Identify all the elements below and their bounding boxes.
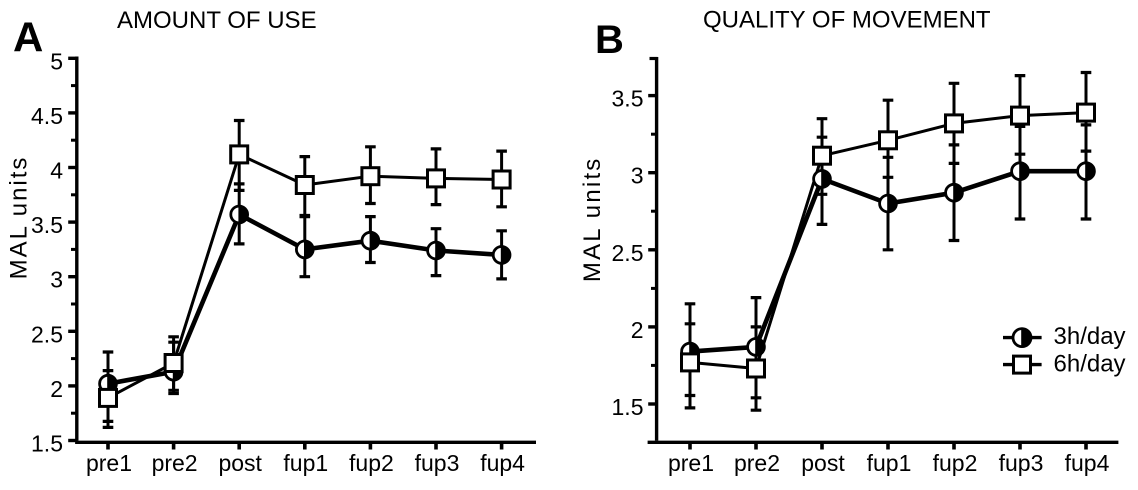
svg-text:4: 4 xyxy=(50,158,63,184)
svg-text:post: post xyxy=(801,450,845,476)
svg-text:fup2: fup2 xyxy=(933,450,978,476)
svg-text:A: A xyxy=(13,13,43,60)
svg-text:2.5: 2.5 xyxy=(31,321,63,347)
svg-text:AMOUNT OF USE: AMOUNT OF USE xyxy=(117,7,317,34)
svg-text:pre1: pre1 xyxy=(86,450,132,476)
svg-text:pre2: pre2 xyxy=(734,450,780,476)
svg-text:fup1: fup1 xyxy=(867,450,912,476)
svg-text:3h/day: 3h/day xyxy=(1054,323,1126,350)
svg-text:pre1: pre1 xyxy=(668,450,714,476)
svg-text:2: 2 xyxy=(631,317,644,343)
svg-text:MAL units: MAL units xyxy=(6,156,33,280)
svg-text:fup3: fup3 xyxy=(415,450,460,476)
svg-text:fup1: fup1 xyxy=(283,450,328,476)
svg-text:5: 5 xyxy=(50,48,63,74)
svg-text:1.5: 1.5 xyxy=(31,431,63,457)
svg-text:3.5: 3.5 xyxy=(612,86,644,112)
svg-text:3: 3 xyxy=(50,267,63,293)
svg-text:fup4: fup4 xyxy=(480,450,525,476)
svg-text:3: 3 xyxy=(631,163,644,189)
svg-text:fup2: fup2 xyxy=(349,450,394,476)
svg-text:3.5: 3.5 xyxy=(31,212,63,238)
svg-text:6h/day: 6h/day xyxy=(1054,351,1126,378)
svg-text:1.5: 1.5 xyxy=(612,394,644,420)
svg-text:QUALITY OF MOVEMENT: QUALITY OF MOVEMENT xyxy=(703,7,991,34)
svg-text:post: post xyxy=(218,450,262,476)
svg-text:B: B xyxy=(595,18,624,62)
svg-text:4.5: 4.5 xyxy=(31,103,63,129)
svg-text:fup3: fup3 xyxy=(999,450,1044,476)
svg-text:MAL units: MAL units xyxy=(579,156,606,282)
svg-text:2: 2 xyxy=(50,376,63,402)
svg-text:2.5: 2.5 xyxy=(612,240,644,266)
svg-text:pre2: pre2 xyxy=(152,450,198,476)
svg-text:fup4: fup4 xyxy=(1065,450,1110,476)
